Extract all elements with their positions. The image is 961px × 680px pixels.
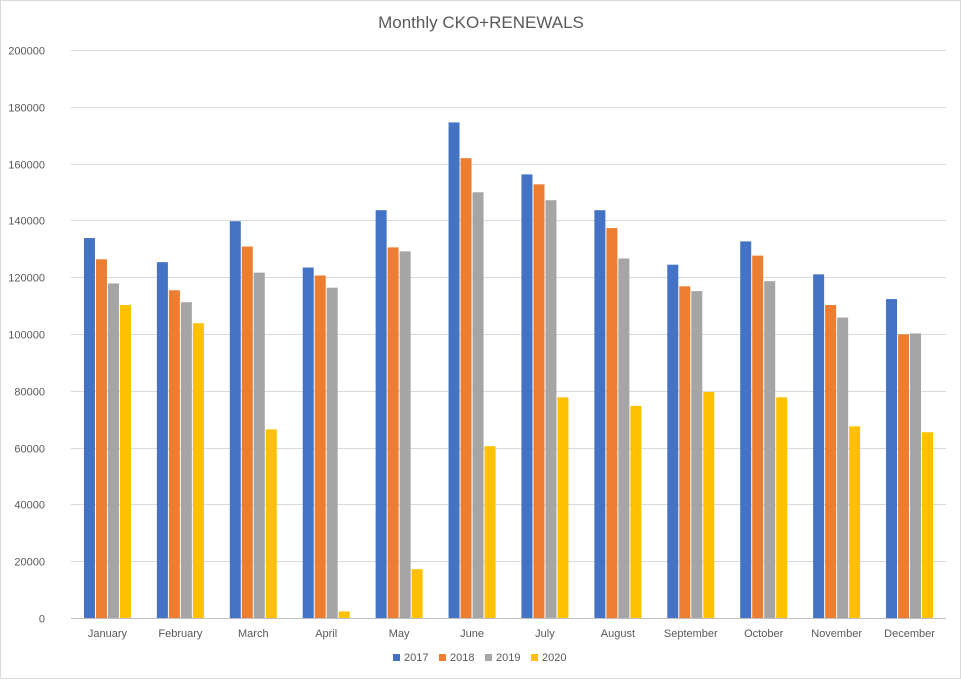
legend-item-2018: 2018: [439, 652, 474, 664]
bar-may-2017: 2017 May: 143600: [375, 210, 387, 618]
y-tick-label: 60000: [14, 444, 45, 456]
x-tick-label: March: [238, 628, 269, 640]
x-tick-label: June: [460, 628, 484, 640]
bar-november-2020: 2020 November: 67500: [849, 426, 861, 618]
y-tick-label: 80000: [14, 387, 45, 399]
gridlines: [71, 50, 946, 562]
x-tick-label: September: [664, 628, 718, 640]
bar-february-2017: 2017 February: 125300: [156, 262, 168, 618]
x-tick-label: February: [158, 628, 203, 640]
bar-march-2017: 2017 March: 139700: [229, 221, 241, 618]
bar-october-2020: 2020 October: 77700: [776, 397, 788, 618]
x-tick-label: May: [389, 628, 410, 640]
y-tick-label: 20000: [14, 557, 45, 569]
y-tick-label: 200000: [8, 46, 45, 58]
legend-item-2019: 2019: [485, 652, 520, 664]
y-tick-label: 0: [39, 614, 45, 626]
bar-november-2017: 2017 November: 121000: [813, 274, 825, 618]
bar-july-2018: 2018 July: 152700: [533, 184, 545, 618]
x-axis-tick-labels: January February March April May June July Augu…: [88, 628, 935, 640]
bar-june-2018: 2018 June: 161900: [460, 158, 472, 618]
bar-august-2017: 2017 August: 143600: [594, 210, 606, 618]
legend-label: 2019: [496, 652, 520, 664]
bar-april-2020: 2020 April: 2300: [338, 611, 350, 618]
x-tick-label: July: [535, 628, 555, 640]
bar-december-2020: 2020 December: 65400: [922, 432, 934, 618]
bar-may-2019: 2019 May: 129100: [399, 251, 411, 619]
bar-november-2018: 2018 November: 110200: [825, 305, 837, 618]
y-tick-label: 100000: [8, 330, 45, 342]
bar-september-2017: 2017 September: 124400: [667, 264, 679, 618]
legend-item-2017: 2017: [393, 652, 428, 664]
bar-october-2017: 2017 October: 132600: [740, 241, 752, 619]
y-axis-tick-labels: 0 20000 40000 60000 80000 100000 120000 140000 1…: [8, 46, 45, 626]
x-tick-label: August: [601, 628, 635, 640]
x-tick-label: November: [811, 628, 862, 640]
bar-march-2018: 2018 March: 130800: [241, 246, 253, 618]
bar-may-2018: 2018 May: 130500: [387, 247, 399, 618]
bar-february-2018: 2018 February: 115400: [168, 290, 180, 618]
legend-swatch-2017: [393, 654, 400, 661]
bar-august-2018: 2018 August: 137300: [606, 228, 618, 618]
bar-january-2018: 2018 January: 126300: [95, 259, 107, 618]
bar-december-2017: 2017 December: 112300: [886, 299, 898, 618]
bar-april-2017: 2017 April: 123400: [302, 267, 314, 618]
y-tick-label: 120000: [8, 273, 45, 285]
bar-january-2019: 2019 January: 117800: [107, 283, 119, 618]
bar-march-2020: 2020 March: 66400: [265, 429, 277, 618]
bar-june-2020: 2020 June: 60500: [484, 446, 496, 618]
y-tick-label: 140000: [8, 216, 45, 228]
bar-august-2020: 2020 August: 74700: [630, 405, 642, 618]
legend-item-2020: 2020: [531, 652, 566, 664]
bar-november-2019: 2019 November: 105800: [837, 317, 849, 618]
x-tick-label: October: [744, 628, 783, 640]
y-tick-label: 180000: [8, 103, 45, 115]
legend-label: 2020: [542, 652, 566, 664]
x-tick-label: April: [315, 628, 337, 640]
legend-swatch-2020: [531, 654, 538, 661]
bar-december-2018: 2018 December: 99900: [898, 334, 910, 618]
bar-january-2017: 2017 January: 133800: [83, 238, 95, 618]
bar-september-2018: 2018 September: 116800: [679, 286, 691, 618]
bar-march-2019: 2019 March: 121600: [253, 272, 265, 618]
bar-february-2020: 2020 February: 103800: [192, 323, 204, 618]
x-tick-label: December: [884, 628, 935, 640]
chart-title: Monthly CKO+RENEWALS: [378, 13, 584, 32]
bar-february-2019: 2019 February: 111200: [180, 302, 192, 618]
legend-label: 2017: [404, 652, 428, 664]
bar-september-2020: 2020 September: 79600: [703, 391, 715, 618]
bars: 2017 January: 1338002018 January: 126300…: [83, 122, 934, 619]
bar-july-2019: 2019 July: 147100: [545, 200, 557, 619]
legend-label: 2018: [450, 652, 474, 664]
bar-october-2018: 2018 October: 127600: [752, 255, 764, 618]
y-tick-label: 160000: [8, 160, 45, 172]
legend: 2017 2018 2019 2020: [393, 652, 566, 664]
x-tick-label: January: [88, 628, 128, 640]
bar-may-2020: 2020 May: 17200: [411, 569, 423, 618]
legend-swatch-2019: [485, 654, 492, 661]
bar-september-2019: 2019 September: 115100: [691, 291, 703, 618]
bar-august-2019: 2019 August: 126600: [618, 258, 630, 618]
bar-june-2017: 2017 June: 174500: [448, 122, 460, 619]
bar-june-2019: 2019 June: 149900: [472, 192, 484, 618]
bar-december-2019: 2019 December: 100200: [910, 333, 922, 618]
bar-july-2020: 2020 July: 77700: [557, 397, 569, 618]
legend-swatch-2018: [439, 654, 446, 661]
y-tick-label: 40000: [14, 500, 45, 512]
bar-january-2020: 2020 January: 110200: [119, 305, 131, 618]
bar-july-2017: 2017 July: 156200: [521, 174, 533, 618]
bar-october-2019: 2019 October: 118600: [764, 281, 776, 618]
bar-april-2019: 2019 April: 116300: [326, 287, 338, 618]
bar-april-2018: 2018 April: 120600: [314, 275, 326, 618]
